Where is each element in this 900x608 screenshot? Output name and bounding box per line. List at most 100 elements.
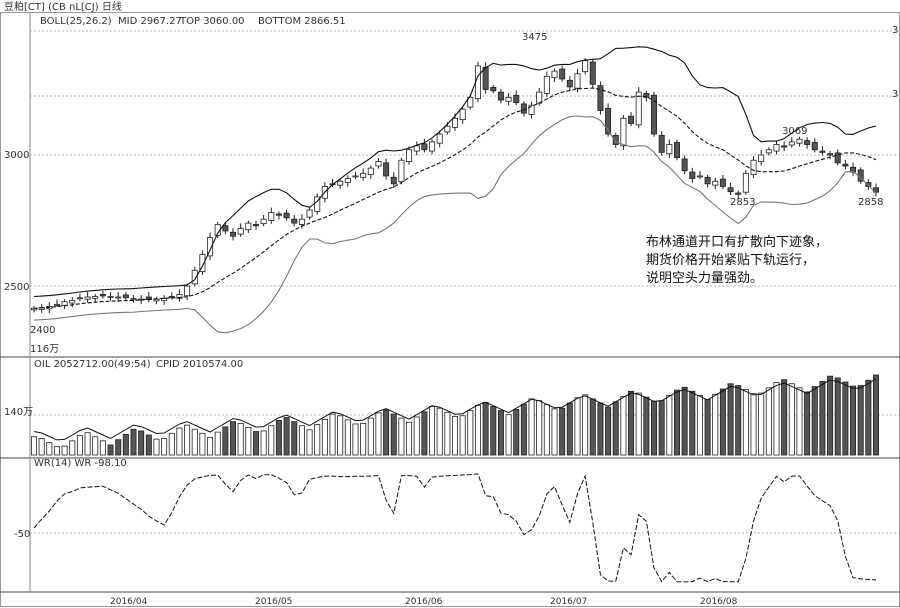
candle-body bbox=[375, 161, 382, 167]
volume-bar bbox=[528, 398, 535, 456]
volume-bar bbox=[176, 427, 183, 456]
candle-body bbox=[559, 68, 566, 80]
candle-body bbox=[153, 298, 160, 302]
candle-body bbox=[84, 296, 91, 300]
candle-body bbox=[689, 171, 696, 179]
volume-bar bbox=[635, 392, 642, 456]
volume-bar bbox=[436, 407, 443, 456]
candle-body bbox=[612, 134, 619, 145]
volume-bar bbox=[53, 446, 60, 456]
volume-bar bbox=[153, 438, 160, 456]
volume-bar bbox=[230, 421, 237, 456]
volume-bar bbox=[696, 394, 703, 456]
candle-body bbox=[513, 94, 520, 103]
volume-bar bbox=[827, 375, 834, 456]
volume-bar bbox=[574, 397, 581, 456]
volume-bar bbox=[99, 440, 106, 456]
volume-bar bbox=[69, 440, 76, 456]
volume-bar bbox=[589, 398, 596, 456]
candle-body bbox=[834, 152, 841, 164]
candle-body bbox=[696, 175, 703, 178]
volume-bar bbox=[298, 425, 305, 456]
volume-bar bbox=[138, 430, 145, 456]
volume-bar bbox=[191, 428, 198, 456]
candle-body bbox=[635, 91, 642, 126]
boll-bottom-value: BOTTOM 2866.51 bbox=[258, 16, 346, 27]
volume-bar bbox=[451, 415, 458, 456]
boll-top-value: TOP 3060.00 bbox=[179, 16, 245, 27]
candle-body bbox=[53, 303, 60, 306]
volume-bar bbox=[321, 418, 328, 456]
volume-bars bbox=[30, 374, 880, 456]
candle-body bbox=[92, 296, 99, 299]
volume-bar bbox=[605, 406, 612, 456]
right-edge-label-mid: 3 bbox=[892, 89, 898, 100]
volume-bar bbox=[115, 439, 122, 456]
candle-body bbox=[620, 117, 627, 147]
volume-bar bbox=[398, 417, 405, 456]
volume-bar bbox=[214, 431, 221, 456]
candle-body bbox=[574, 73, 581, 89]
volume-bar bbox=[727, 383, 734, 456]
candle-body bbox=[237, 227, 244, 235]
volume-bar bbox=[413, 416, 420, 456]
volume-bar bbox=[513, 408, 520, 456]
candle-body bbox=[643, 93, 650, 98]
candle-body bbox=[76, 297, 83, 300]
volume-bar bbox=[559, 407, 566, 456]
bollinger-bands bbox=[33, 46, 877, 334]
volume-bar bbox=[84, 432, 91, 456]
candle-body bbox=[788, 141, 795, 146]
volume-bar bbox=[360, 422, 367, 456]
volume-bar bbox=[406, 421, 413, 456]
candle-body bbox=[467, 96, 474, 108]
candle-body bbox=[781, 145, 788, 148]
volume-bar bbox=[666, 394, 673, 456]
candle-body bbox=[681, 158, 688, 172]
volume-bar bbox=[367, 417, 374, 456]
volume-bar bbox=[842, 381, 849, 456]
candle-body bbox=[459, 108, 466, 121]
candle-body bbox=[727, 187, 734, 193]
volume-bar bbox=[252, 431, 259, 456]
x-label-apr: 2016/04 bbox=[110, 597, 148, 607]
candle-body bbox=[474, 65, 481, 100]
volume-bar bbox=[237, 422, 244, 456]
candle-body bbox=[842, 163, 849, 167]
candle-body bbox=[719, 178, 726, 187]
volume-bar bbox=[184, 424, 191, 456]
candle-body bbox=[130, 298, 137, 300]
volume-bar bbox=[628, 390, 635, 456]
candle-body bbox=[758, 154, 765, 162]
volume-bar bbox=[612, 401, 619, 456]
candle-body bbox=[773, 144, 780, 152]
candle-body bbox=[429, 141, 436, 152]
volume-bar bbox=[168, 432, 175, 456]
candle-body bbox=[811, 142, 818, 151]
volume-bar bbox=[490, 406, 497, 456]
candle-body bbox=[505, 96, 512, 102]
volume-bar bbox=[474, 404, 481, 456]
candle-body bbox=[413, 145, 420, 152]
candle-body bbox=[99, 293, 106, 297]
candle-body bbox=[306, 209, 313, 218]
wr-tick-label: -50 bbox=[14, 529, 30, 540]
volume-bar bbox=[161, 438, 168, 456]
volume-bar bbox=[742, 389, 749, 456]
volume-bar bbox=[38, 438, 45, 456]
volume-bar bbox=[712, 393, 719, 456]
boll-mid-value: MID 2967.27 bbox=[118, 16, 182, 27]
price-tick-2500: 2500 bbox=[4, 282, 29, 293]
annotation-start: 2400 bbox=[30, 325, 55, 336]
volume-bar bbox=[444, 411, 451, 456]
volume-bar bbox=[61, 445, 68, 456]
candle-body bbox=[352, 175, 359, 178]
candle-body bbox=[191, 269, 198, 285]
candle-body bbox=[528, 104, 535, 115]
right-edge-label-top: 3 bbox=[892, 25, 898, 36]
note-line-2: 期货价格开始紧贴下轨运行， bbox=[646, 252, 815, 268]
volume-bar bbox=[375, 412, 382, 456]
wr-series bbox=[33, 473, 877, 583]
note-line-1: 布林通道开口有扩散向下迹象， bbox=[646, 234, 828, 250]
